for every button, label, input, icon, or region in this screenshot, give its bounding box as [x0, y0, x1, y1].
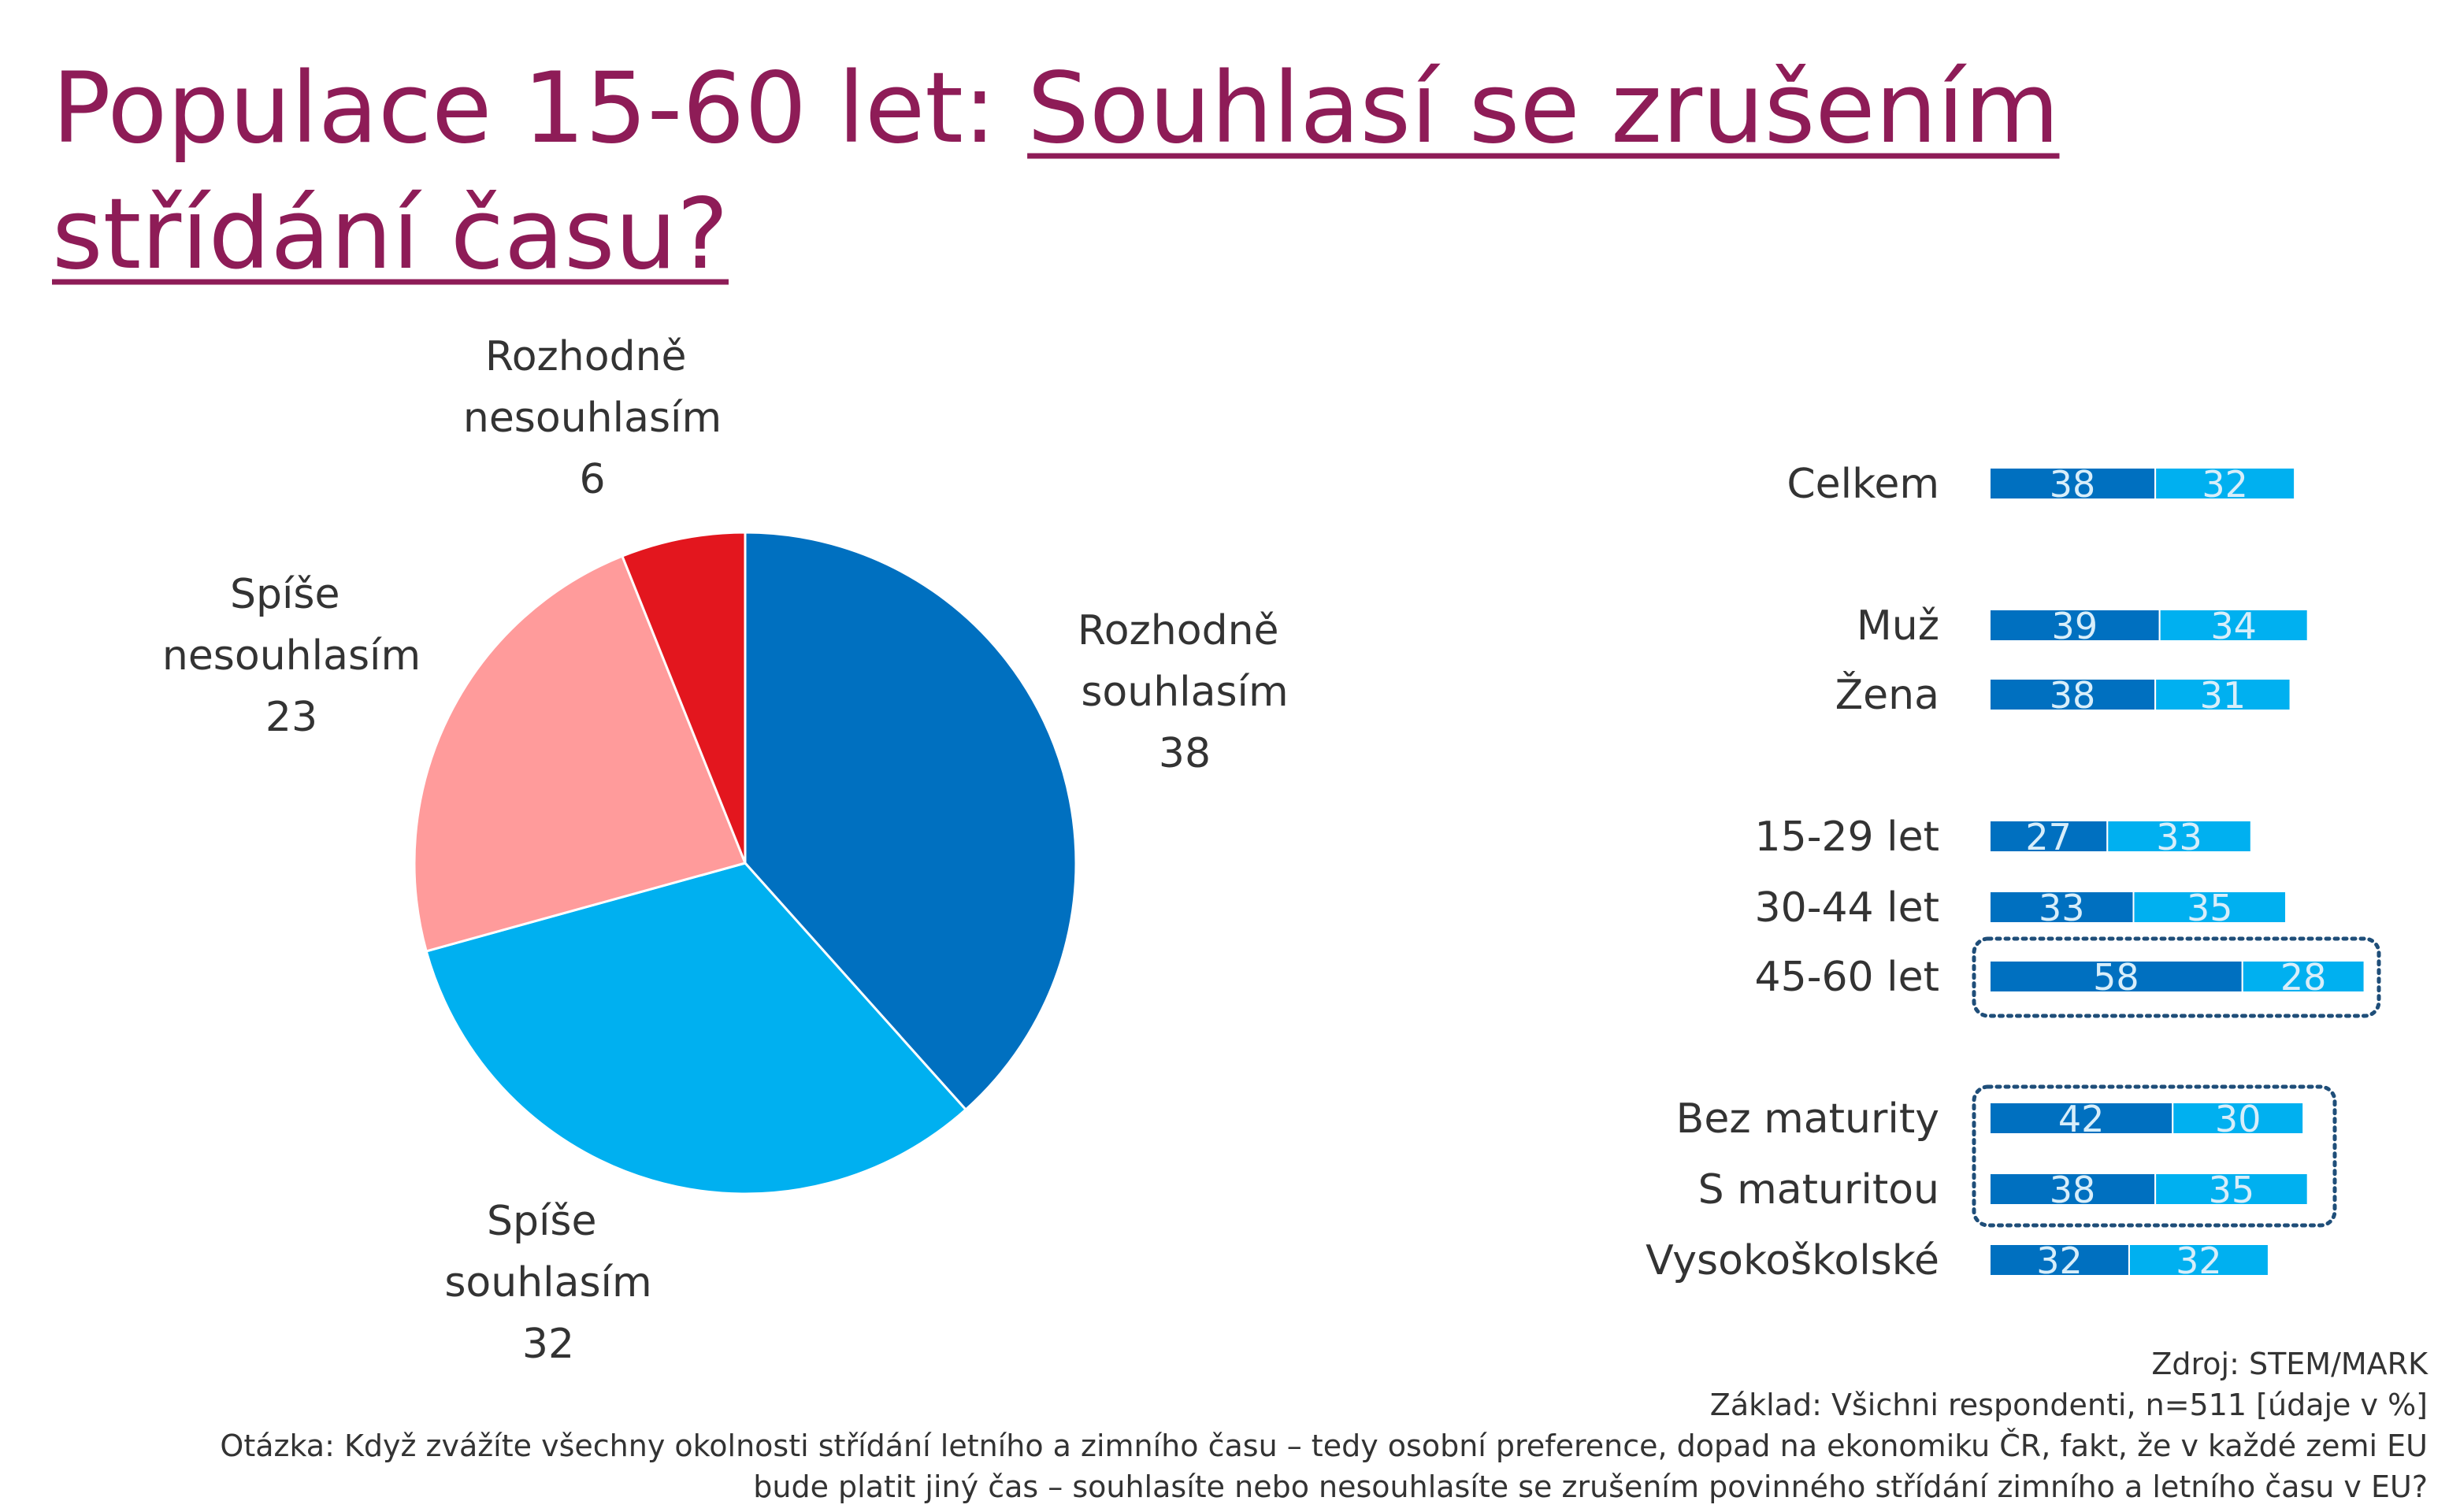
slice-label: Spíše souhlasím [444, 1198, 651, 1306]
bar-segment [2154, 678, 2291, 711]
source: Zdroj: STEM/MARK [2151, 1347, 2428, 1381]
bar-segment [2106, 820, 2252, 853]
bar-value: 38 [2050, 674, 2096, 717]
highlight-box [1972, 936, 2381, 1018]
pie-slice [425, 862, 968, 1195]
slice-value: 23 [265, 694, 317, 741]
bar-segment [1989, 1243, 2130, 1277]
slice-value: 38 [1159, 730, 1211, 777]
question-note: Otázka: Když zvážíte všechny okolnosti s… [220, 1429, 2428, 1463]
bar-value: 27 [2025, 816, 2072, 858]
row-label: 30-44 let [1755, 884, 1939, 932]
pie-slice [620, 531, 747, 864]
row-label: Celkem [1787, 461, 1939, 508]
bar-value: 32 [2036, 1240, 2083, 1282]
row-label: 15-29 let [1755, 813, 1939, 861]
bar-value: 32 [2202, 463, 2248, 506]
bar-value: 31 [2200, 674, 2247, 717]
row-label: Muž [1857, 602, 1939, 650]
title-question-2: střídání času? [52, 178, 729, 291]
pie-slice [413, 554, 748, 953]
row-label: Bez maturity [1676, 1095, 1939, 1143]
bar-value: 32 [2176, 1240, 2222, 1282]
title-prefix: Populace 15-60 let: [52, 52, 1027, 165]
row-label: S maturitou [1698, 1166, 1939, 1214]
bar-value: 33 [2156, 816, 2202, 858]
highlight-box [1972, 1084, 2337, 1228]
bar-value: 33 [2039, 887, 2085, 929]
bar-value: 39 [2052, 605, 2098, 647]
bar-segment [2154, 1173, 2309, 1206]
title-question: Souhlasí se zrušením [1027, 52, 2059, 165]
slice-label: Spíše nesouhlasím [162, 571, 421, 680]
slice-label: Rozhodně souhlasím [1078, 607, 1292, 716]
bar-segment [2241, 960, 2365, 993]
slice-value: 32 [522, 1321, 574, 1368]
row-label: 45-60 let [1755, 954, 1939, 1001]
bar-value: 38 [2050, 1169, 2096, 1211]
bar-segment [2154, 467, 2296, 500]
bar-value: 34 [2210, 605, 2257, 647]
bar-value: 30 [2215, 1098, 2261, 1140]
bar-segment [2158, 609, 2309, 642]
slice-label: Rozhodně nesouhlasím [463, 333, 722, 442]
bar-value: 35 [2209, 1169, 2255, 1211]
question-note: bude platit jiný čas – souhlasíte nebo n… [753, 1469, 2428, 1504]
bar-segment [1989, 1173, 2157, 1206]
slice-value: 6 [579, 456, 605, 503]
bar-value: 35 [2187, 887, 2233, 929]
bar-value: 58 [2093, 956, 2139, 999]
bar-value: 38 [2050, 463, 2096, 506]
title: Populace 15-60 let: Souhlasí se zrušením [52, 52, 2059, 165]
bar-segment [2128, 1243, 2269, 1277]
bar-segment [2172, 1102, 2305, 1135]
base: Základ: Všichni respondenti, n=511 [údaj… [1710, 1388, 2428, 1422]
pie-slice [744, 531, 1078, 1112]
bar-value: 42 [2058, 1098, 2105, 1140]
row-label: Vysokoškolské [1646, 1237, 1939, 1284]
bar-segment [2132, 891, 2287, 924]
row-label: Žena [1835, 671, 1939, 719]
bar-value: 28 [2280, 956, 2327, 999]
